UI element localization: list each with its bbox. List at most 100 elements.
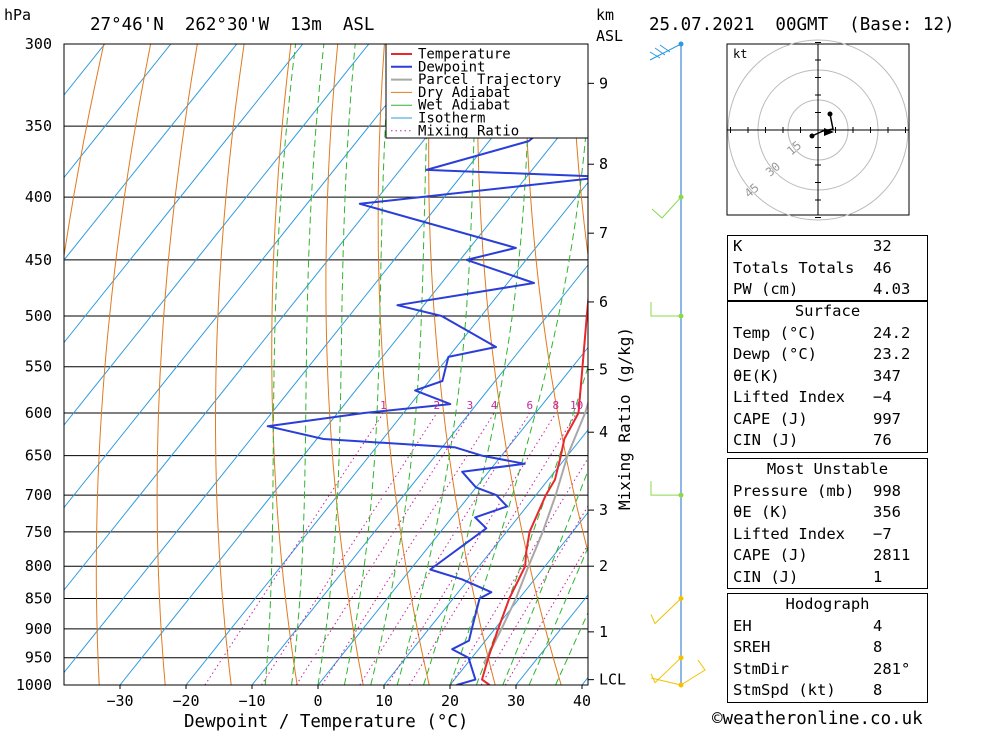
row-label: Dewp (°C)	[733, 345, 817, 363]
wind-barb	[650, 481, 681, 496]
row-value: 8	[873, 681, 883, 699]
wet-adiabat-line	[423, 44, 532, 685]
row-value: −4	[873, 388, 892, 406]
row-label: Pressure (mb)	[733, 481, 855, 500]
pressure-tick-label: 650	[25, 447, 52, 465]
row-label: EH	[733, 616, 752, 635]
row-value: −7	[873, 524, 892, 543]
isotherm-line	[119, 99, 588, 685]
legend-entry: Dewpoint	[418, 59, 485, 75]
mixing-ratio-label: 3	[467, 399, 474, 412]
parcel-trajectory-line	[483, 399, 588, 664]
pressure-tick-label: 700	[25, 486, 52, 504]
km-tick-label: 7	[599, 224, 608, 242]
pressure-tick-label: 300	[25, 35, 52, 53]
storm-motion-arrow	[824, 128, 834, 136]
datetime-title: 25.07.2021 00GMT (Base: 12)	[649, 15, 955, 35]
temp-tick-label: 20	[441, 692, 459, 710]
km-tick-label: 8	[599, 155, 608, 173]
row-value: 8	[873, 638, 883, 656]
legend-entry: Dry Adiabat	[418, 85, 511, 101]
row-label: Temp (°C)	[733, 323, 817, 342]
table-row: K 32	[728, 236, 927, 258]
isotherm-line	[251, 264, 588, 685]
pressure-tick-label: 350	[25, 117, 52, 135]
table-row: StmSpd (kt) 8	[728, 680, 927, 702]
row-value: 76	[873, 431, 892, 449]
row-label: Totals Totals	[733, 258, 855, 277]
row-label: Lifted Index	[733, 388, 845, 406]
wet-adiabat-line	[343, 44, 391, 685]
row-value: 32	[873, 237, 892, 255]
wet-adiabat-line	[291, 44, 325, 685]
temp-tick-label: −10	[238, 692, 265, 710]
row-label: θE(K)	[733, 366, 780, 385]
row-label: θE (K)	[733, 503, 789, 521]
row-label: PW (cm)	[733, 280, 799, 298]
km-tick-label: 5	[599, 361, 608, 379]
table-row: θE (K) 356	[728, 502, 927, 524]
km-unit-label: km	[596, 6, 614, 24]
row-value: 281°	[873, 659, 911, 678]
hodograph-unit-label: kt	[733, 47, 747, 61]
row-label: CIN (J)	[733, 567, 799, 586]
isotherm-line	[64, 44, 304, 344]
table-row: CIN (J) 1	[728, 567, 927, 589]
row-value: 4	[873, 616, 883, 635]
credit-text: ©weatheronline.co.uk	[712, 709, 923, 729]
km-tick-label: LCL	[599, 671, 626, 689]
isotherm-line	[64, 44, 238, 261]
surface-table: Surface Temp (°C) 24.2 Dewp (°C) 23.2 θE(K) 34…	[727, 300, 928, 453]
isotherm-line	[64, 44, 172, 179]
dry-adiabat-line	[946, 44, 1000, 685]
temperature-line	[481, 292, 588, 685]
pressure-tick-label: 550	[25, 358, 52, 376]
table-row: EH 4	[728, 616, 927, 638]
row-label: K	[733, 237, 743, 255]
isotherm-line	[449, 511, 588, 685]
table-row: CIN (J) 76	[728, 430, 927, 452]
row-value: 997	[873, 409, 901, 428]
pressure-tick-label: 450	[25, 251, 52, 269]
row-label: CAPE (J)	[733, 546, 808, 564]
mixing-ratio-label: 4	[491, 399, 498, 412]
km-tick-label: 4	[599, 423, 608, 441]
asl-unit-label: ASL	[596, 27, 623, 45]
location-title: 27°46'N 262°30'W 13m ASL	[90, 15, 374, 35]
isotherm-line	[64, 44, 436, 509]
wet-adiabat-line	[370, 44, 432, 685]
pressure-tick-label: 900	[25, 620, 52, 638]
table-row: Lifted Index −4	[728, 387, 927, 409]
km-tick-label: 9	[599, 74, 608, 92]
table-row: SREH 8	[728, 637, 927, 659]
plot-frame	[63, 43, 589, 686]
row-label: StmSpd (kt)	[733, 681, 836, 699]
table-row: Dewp (°C) 23.2	[728, 344, 927, 366]
mixing-ratio-line	[450, 457, 588, 685]
legend-entry: Parcel Trajectory	[418, 72, 561, 88]
row-label: StmDir	[733, 659, 789, 678]
mixing-ratio-line	[321, 412, 495, 685]
hodograph-table: Hodograph EH 4 SREH 8 StmDir 281° StmSpd (kt) 8	[727, 593, 928, 703]
hodograph-point	[827, 111, 833, 117]
pressure-tick-label: 950	[25, 649, 52, 667]
hpa-unit-label: hPa	[4, 6, 31, 24]
isotherm-line	[64, 44, 106, 96]
legend-entry: Isotherm	[418, 111, 485, 127]
table-row: θE(K) 347	[728, 366, 927, 388]
pressure-tick-label: 800	[25, 557, 52, 575]
table-row: CAPE (J) 2811	[728, 545, 927, 567]
mixing-ratio-label: 10	[570, 399, 583, 412]
row-value: 24.2	[873, 323, 911, 342]
table-title: Surface	[794, 302, 861, 320]
km-tick-label: 2	[599, 557, 608, 575]
isotherm-line	[317, 346, 588, 685]
table-title: Most Unstable	[766, 460, 889, 478]
pressure-tick-label: 750	[25, 523, 52, 541]
dry-adiabat-line	[64, 44, 105, 260]
dry-adiabat-line	[571, 44, 588, 259]
dry-adiabat-line	[156, 44, 198, 685]
mixing-ratio-line	[408, 412, 578, 685]
